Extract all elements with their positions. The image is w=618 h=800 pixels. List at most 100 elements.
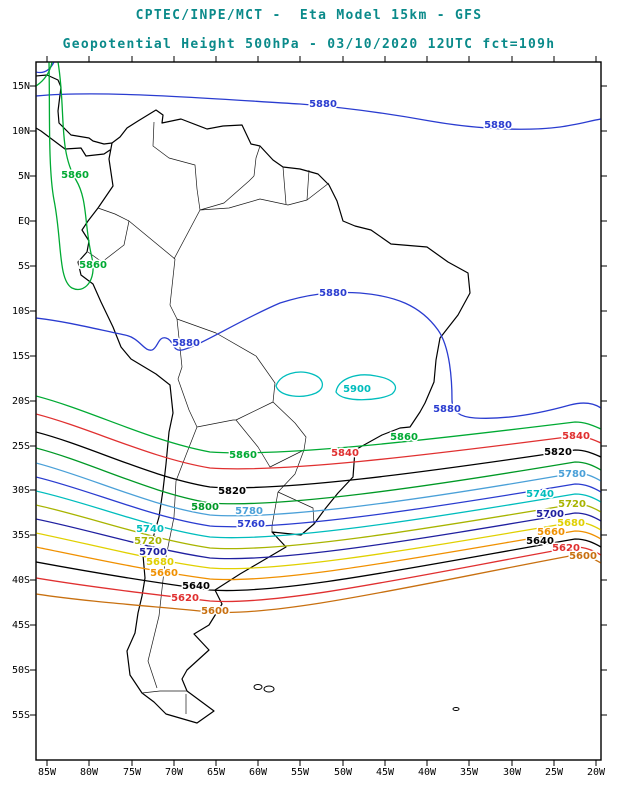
lon-tick-label: 25W — [545, 767, 564, 778]
contour-5700 — [36, 512, 601, 560]
contour-label: 5780 — [558, 469, 586, 480]
south-america-coastline — [77, 109, 471, 724]
contour-label: 5680 — [557, 518, 585, 529]
contour-label: 5620 — [552, 543, 580, 554]
contour-label: 5700 — [139, 547, 167, 558]
contour-5880-corner-fragment — [36, 62, 55, 74]
contour-label: 5680 — [146, 557, 174, 568]
lat-tick-label: 30S — [12, 485, 30, 496]
contour-label: 5700 — [536, 509, 564, 520]
contour-5720 — [36, 503, 601, 550]
contour-5640 — [36, 538, 601, 592]
lat-tick-label: 5S — [18, 261, 30, 272]
contour-5780 — [36, 462, 601, 517]
contour-5820 — [36, 431, 601, 489]
contour-label: 5640 — [526, 536, 554, 547]
contour-5740 — [36, 490, 601, 539]
lat-tick-label: 40S — [12, 575, 30, 586]
contour-label: 5720 — [558, 499, 586, 510]
contour-label: 5860 — [229, 450, 257, 461]
contour-label: 5600 — [201, 606, 229, 617]
contour-5880-central — [36, 291, 601, 419]
lat-tick-label: 10N — [12, 126, 30, 137]
contour-5860-corner-fragment — [36, 62, 53, 87]
lon-tick-label: 80W — [80, 767, 99, 778]
lon-tick-label: 75W — [123, 767, 142, 778]
lat-axis-labels: 15N 10N 5N EQ 5S 10S 15S 20S 25S 30S 35S… — [12, 81, 30, 721]
lon-tick-label: 60W — [249, 767, 268, 778]
contour-value-labels: 5880 5880 5860 5860 5880 5880 5900 5880 … — [60, 98, 599, 619]
contour-label: 5780 — [235, 506, 263, 517]
contour-label: 5720 — [134, 536, 162, 547]
lon-tick-label: 85W — [38, 767, 57, 778]
chart-title-line2: Geopotential Height 500hPa - 03/10/2020 … — [62, 37, 556, 52]
lon-tick-label: 55W — [291, 767, 310, 778]
lon-tick-label: 45W — [376, 767, 395, 778]
contour-5600 — [36, 554, 601, 614]
contour-label: 5880 — [433, 404, 461, 415]
contour-5800 — [36, 447, 601, 505]
contour-5860-south — [36, 395, 601, 454]
lat-tick-label: 25S — [12, 441, 30, 452]
lon-tick-label: 40W — [418, 767, 437, 778]
contour-label: 5840 — [331, 448, 359, 459]
falkland-island-west — [253, 684, 263, 690]
contour-label: 5860 — [79, 260, 107, 271]
lon-tick-label: 35W — [460, 767, 479, 778]
contour-label: 5800 — [191, 502, 219, 513]
contour-label: 5820 — [218, 486, 246, 497]
contour-5620 — [36, 546, 601, 603]
contour-label: 5620 — [171, 593, 199, 604]
falkland-island-east — [263, 685, 275, 693]
contour-label: 5860 — [61, 170, 89, 181]
contour-label: 5600 — [569, 551, 597, 562]
chart-title-line1: CPTEC/INPE/MCT - Eta Model 15km - GFS — [135, 8, 483, 23]
contour-label: 5860 — [390, 432, 418, 443]
central-america-coastline — [36, 74, 113, 145]
lat-tick-label: 55S — [12, 710, 30, 721]
contour-label: 5660 — [537, 527, 565, 538]
contour-5760 — [36, 476, 601, 528]
contour-5660 — [36, 530, 601, 581]
contour-label: 5740 — [136, 524, 164, 535]
lat-tick-label: 10S — [12, 306, 30, 317]
lon-tick-label: 50W — [334, 767, 353, 778]
contour-5900-closed-west — [275, 371, 323, 397]
lat-tick-label: 15S — [12, 351, 30, 362]
contour-label: 5760 — [237, 519, 265, 530]
contour-label: 5880 — [172, 338, 200, 349]
contour-5860-northwest-loop — [48, 62, 94, 291]
lat-tick-label: 35S — [12, 530, 30, 541]
contour-5840 — [36, 413, 601, 470]
lat-tick-label: EQ — [18, 216, 30, 227]
contour-label: 5880 — [484, 120, 512, 131]
map-interior: 5880 5880 5860 5860 5880 5880 5900 5880 … — [36, 62, 601, 724]
contour-label: 5640 — [182, 581, 210, 592]
map-frame — [35, 61, 602, 761]
country-borders — [87, 121, 330, 714]
lon-tick-label: 65W — [207, 767, 226, 778]
lat-tick-label: 45S — [12, 620, 30, 631]
contour-label: 5840 — [562, 431, 590, 442]
contour-label: 5740 — [526, 489, 554, 500]
magellan-strait — [141, 690, 187, 694]
contour-label: 5820 — [544, 447, 572, 458]
lat-tick-label: 5N — [18, 171, 30, 182]
lat-tick-label: 15N — [12, 81, 30, 92]
lon-tick-label: 70W — [165, 767, 184, 778]
lat-tick-label: 20S — [12, 396, 30, 407]
contour-5900-closed-east — [335, 374, 397, 401]
contour-label: 5880 — [309, 99, 337, 110]
contour-label: 5880 — [319, 288, 347, 299]
lon-tick-label: 20W — [587, 767, 606, 778]
south-georgia-island — [452, 707, 460, 711]
contour-5880-north — [36, 93, 601, 130]
coastlines — [36, 74, 471, 724]
contour-5680 — [36, 521, 601, 570]
lat-tick-label: 50S — [12, 665, 30, 676]
axis-ticks — [30, 56, 607, 766]
lon-axis-labels: 85W 80W 75W 70W 65W 60W 55W 50W 45W 40W … — [38, 767, 606, 778]
contour-label: 5660 — [150, 568, 178, 579]
